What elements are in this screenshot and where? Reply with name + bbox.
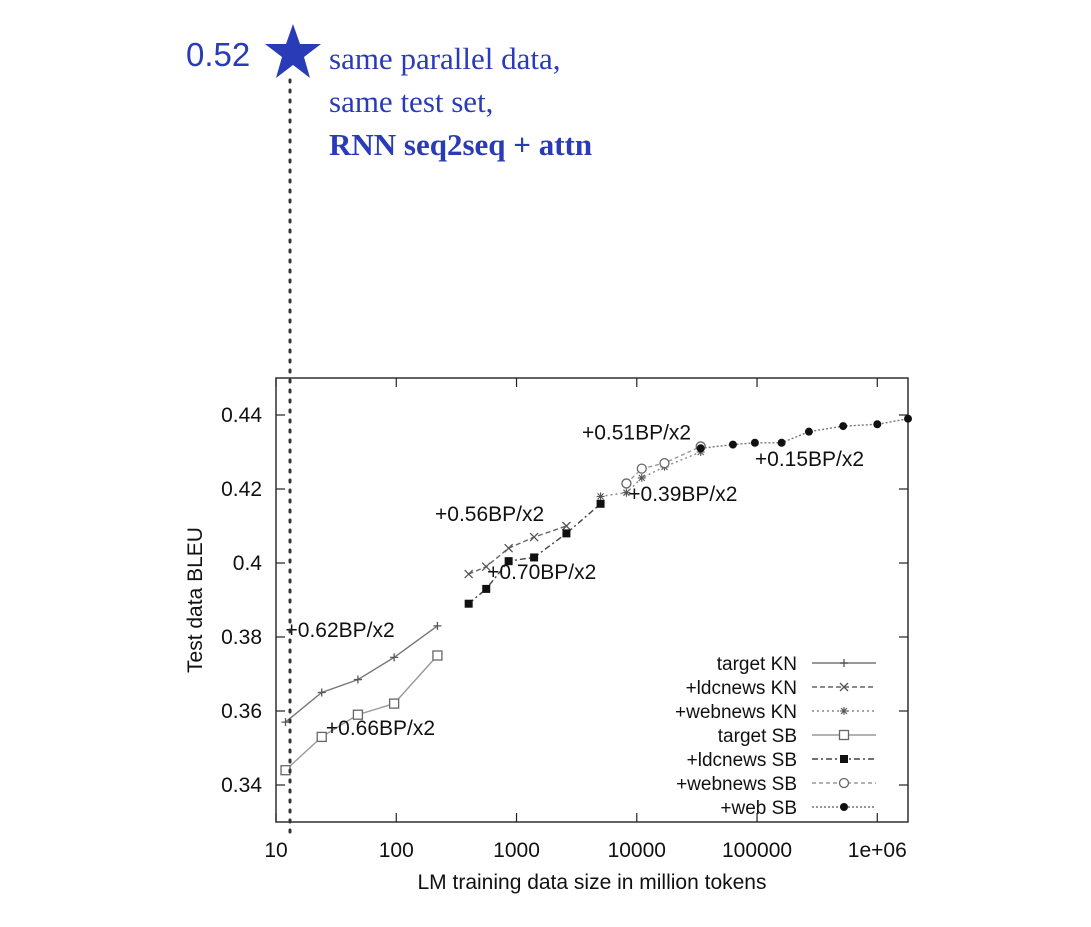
data-point	[281, 718, 290, 727]
data-point	[317, 688, 326, 697]
x-tick-label: 100000	[722, 839, 792, 862]
legend-label: target SB	[718, 726, 797, 747]
data-point	[388, 698, 400, 709]
rate-annotation: +0.66BP/x2	[326, 717, 435, 740]
legend-marker	[840, 707, 848, 715]
data-point	[561, 521, 571, 531]
data-point	[873, 420, 882, 429]
annotation-line-3: RNN seq2seq + attn	[329, 127, 593, 162]
data-point	[353, 675, 362, 684]
x-axis-label: LM training data size in million tokens	[417, 871, 766, 894]
data-point	[482, 584, 491, 593]
y-tick-label: 0.4	[233, 552, 263, 575]
data-point	[659, 457, 670, 469]
data-point	[432, 650, 443, 661]
x-tick-label: 10	[264, 839, 287, 862]
y-tick-label: 0.34	[221, 774, 262, 797]
data-point	[596, 499, 605, 508]
data-point	[696, 444, 705, 453]
y-tick-label: 0.42	[221, 478, 262, 501]
y-tick-label: 0.38	[221, 626, 262, 649]
x-tick-label: 10000	[608, 839, 666, 862]
data-point	[481, 562, 491, 572]
data-point	[804, 427, 813, 436]
legend-marker	[838, 729, 850, 741]
star-icon	[265, 24, 321, 78]
legend-label: +ldcnews KN	[686, 678, 797, 699]
rate-annotation: +0.15BP/x2	[755, 448, 864, 471]
data-point	[750, 438, 759, 447]
data-point	[433, 621, 442, 630]
data-point	[637, 473, 646, 482]
data-point	[390, 653, 399, 662]
rate-annotation: +0.56BP/x2	[435, 503, 544, 526]
rate-annotation: +0.39BP/x2	[628, 483, 737, 506]
y-tick-label: 0.44	[221, 404, 262, 427]
rate-annotation: +0.62BP/x2	[286, 619, 395, 642]
data-point	[622, 488, 631, 497]
data-point	[352, 709, 364, 720]
data-point	[504, 557, 513, 566]
data-point	[904, 414, 912, 423]
y-axis-label: Test data BLEU	[184, 527, 207, 673]
rate-annotation: +0.51BP/x2	[582, 421, 691, 444]
data-point	[464, 569, 474, 579]
data-point	[621, 478, 632, 489]
y-tick-label: 0.36	[221, 700, 262, 723]
legend-marker	[840, 803, 848, 811]
legend-marker	[840, 659, 848, 667]
data-point	[728, 440, 737, 449]
data-point	[529, 532, 539, 542]
x-tick-label: 100	[379, 839, 414, 862]
data-point	[504, 543, 514, 553]
rate-annotation: +0.70BP/x2	[487, 561, 596, 584]
data-point	[316, 731, 327, 743]
series-line-5	[625, 445, 701, 485]
annotation-line-1: same parallel data,	[329, 41, 561, 76]
x-tick-label: 1e+06	[848, 839, 907, 862]
data-point	[562, 529, 571, 538]
legend-label: target KN	[717, 654, 797, 675]
legend-marker	[839, 682, 849, 692]
data-point	[839, 422, 848, 431]
series-line-2	[600, 451, 701, 498]
data-point	[530, 553, 539, 562]
data-point	[464, 599, 473, 608]
score-label: 0.52	[186, 36, 251, 73]
legend-label: +web SB	[720, 798, 797, 819]
x-tick-label: 1000	[493, 839, 540, 862]
data-point	[777, 438, 786, 447]
legend-label: +webnews SB	[676, 774, 797, 795]
plot-frame	[275, 377, 909, 823]
data-point	[596, 492, 605, 501]
legend-marker	[840, 755, 848, 763]
annotation-line-2: same test set,	[329, 84, 494, 119]
legend-label: +ldcnews SB	[687, 750, 797, 771]
data-point	[636, 463, 647, 474]
legend-marker	[838, 777, 850, 789]
legend-label: +webnews KN	[675, 702, 797, 723]
